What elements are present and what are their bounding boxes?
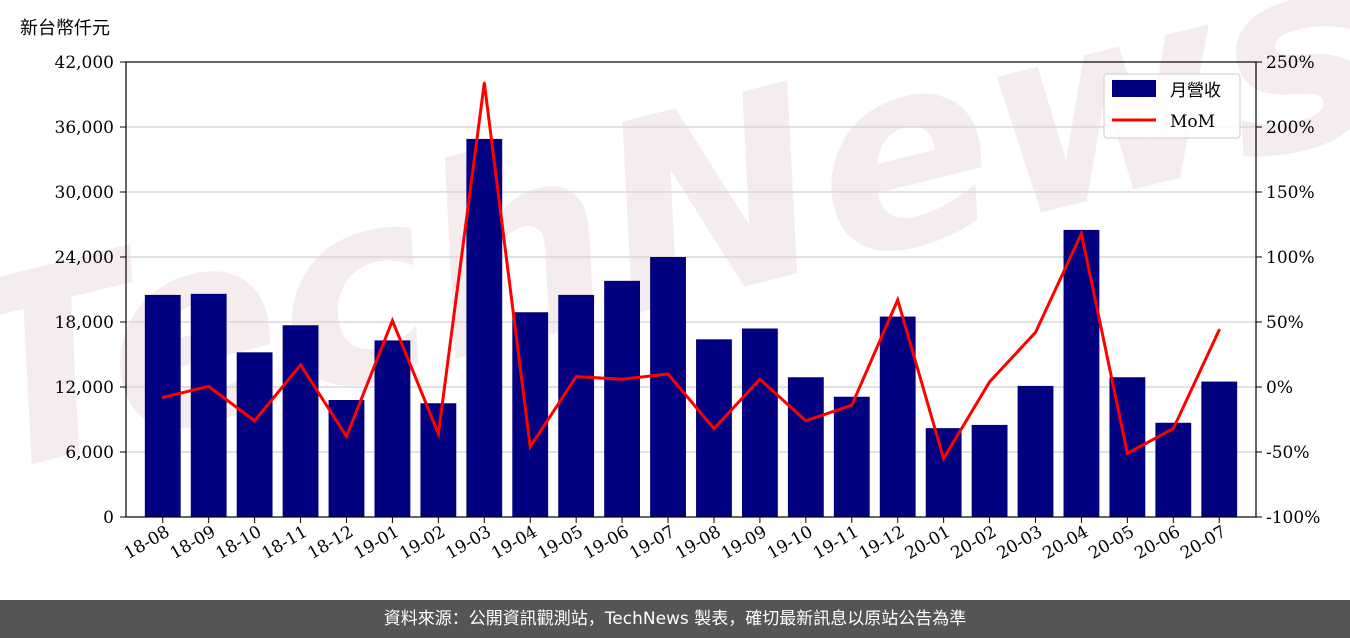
x-tick-label: 19-06 xyxy=(580,522,632,564)
x-tick-label: 20-01 xyxy=(902,522,954,564)
mom-line xyxy=(162,82,1221,463)
x-tick-label: 19-02 xyxy=(396,522,448,564)
bar-20-07 xyxy=(1201,381,1238,517)
mom-point-18-11 xyxy=(299,363,302,367)
x-tick-label: 19-10 xyxy=(764,522,816,564)
bar-18-11 xyxy=(282,325,319,517)
mom-point-20-01 xyxy=(942,457,945,460)
x-tick-label: 19-07 xyxy=(626,522,678,564)
left-tick-label: 0 xyxy=(103,508,114,528)
mom-point-19-07 xyxy=(666,372,670,376)
legend-label-revenue: 月營收 xyxy=(1170,81,1221,101)
left-tick-label: 18,000 xyxy=(55,313,114,333)
right-tick-label: -100% xyxy=(1266,508,1320,528)
mom-point-19-11 xyxy=(850,404,853,407)
mom-point-20-05 xyxy=(1126,452,1129,455)
x-tick-label: 20-07 xyxy=(1177,522,1229,564)
x-tick-label: 18-12 xyxy=(305,522,357,564)
right-tick-label: -50% xyxy=(1266,443,1310,463)
bar-20-03 xyxy=(1017,385,1054,517)
right-tick-label: 150% xyxy=(1266,183,1315,203)
mom-point-19-01 xyxy=(391,319,394,322)
legend: 月營收 MoM xyxy=(1103,73,1241,139)
left-tick-label: 36,000 xyxy=(55,118,114,138)
x-tick-label: 20-03 xyxy=(994,522,1046,564)
x-tick-label: 19-12 xyxy=(856,522,908,564)
mom-point-19-10 xyxy=(804,419,808,422)
source-footer: 資料來源：公開資訊觀測站，TechNews 製表，確切最新訊息以原站公告為準 xyxy=(0,600,1350,638)
left-axis: 0 6,000 12,000 18,000 24,000 30,000 36,000 42,0… xyxy=(55,53,126,528)
x-tick-label: 20-06 xyxy=(1131,522,1183,564)
mom-point-20-07 xyxy=(1218,328,1221,331)
mom-point-19-02 xyxy=(437,432,440,435)
line-series xyxy=(161,81,1221,463)
mom-point-20-06 xyxy=(1172,427,1175,430)
mom-point-18-09 xyxy=(207,385,210,388)
mom-point-19-12 xyxy=(896,298,899,302)
right-axis: -100% -50% 0% 50% 100% 150% 200% 250% xyxy=(1256,53,1320,528)
left-tick-label: 42,000 xyxy=(55,53,114,73)
chart: 新台幣仟元 TechNews 06,00012,00018,00024,0003… xyxy=(0,0,1350,564)
mom-point-19-04 xyxy=(529,445,532,448)
right-tick-label: 250% xyxy=(1266,53,1315,73)
x-tick-label: 20-05 xyxy=(1085,522,1137,564)
x-tick-label: 18-08 xyxy=(121,522,173,564)
mom-point-20-02 xyxy=(988,380,991,383)
bar-20-01 xyxy=(925,428,962,517)
bar-18-08 xyxy=(144,294,181,517)
left-tick-label: 24,000 xyxy=(55,248,114,268)
bar-19-06 xyxy=(604,280,641,517)
x-tick-label: 18-10 xyxy=(213,522,265,564)
x-tick-label: 18-11 xyxy=(259,522,311,564)
x-tick-label: 19-05 xyxy=(534,522,586,564)
right-tick-label: 50% xyxy=(1266,313,1304,333)
mom-point-19-05 xyxy=(574,375,578,378)
left-tick-label: 12,000 xyxy=(55,378,114,398)
mom-point-19-03 xyxy=(483,81,486,85)
bar-20-02 xyxy=(971,424,1008,517)
x-tick-label: 19-03 xyxy=(442,522,494,564)
bar-19-05 xyxy=(558,294,595,517)
x-tick-label: 20-02 xyxy=(948,522,1000,564)
mom-point-19-08 xyxy=(712,427,716,430)
left-tick-label: 6,000 xyxy=(65,443,114,463)
mom-point-19-09 xyxy=(758,378,762,381)
mom-point-20-04 xyxy=(1080,232,1083,235)
bar-19-11 xyxy=(833,396,870,517)
bar-20-04 xyxy=(1063,229,1100,517)
bar-20-06 xyxy=(1155,422,1192,517)
x-tick-label: 19-08 xyxy=(672,522,724,564)
mom-point-18-12 xyxy=(345,435,348,438)
bar-19-02 xyxy=(420,403,457,517)
mom-point-18-08 xyxy=(161,396,164,399)
x-tick-label: 19-01 xyxy=(350,522,402,564)
right-tick-label: 0% xyxy=(1266,378,1293,398)
x-tick-label: 19-04 xyxy=(488,522,540,564)
right-tick-label: 100% xyxy=(1266,248,1315,268)
left-axis-unit-label: 新台幣仟元 xyxy=(20,18,110,39)
plot-frame xyxy=(125,61,1257,518)
mom-point-19-06 xyxy=(620,378,624,381)
bar-19-10 xyxy=(787,377,824,517)
bar-19-12 xyxy=(879,316,916,517)
x-tick-label: 18-09 xyxy=(167,522,219,564)
legend-label-mom: MoM xyxy=(1170,112,1215,132)
x-tick-label: 19-09 xyxy=(718,522,770,564)
bar-18-10 xyxy=(236,352,273,517)
left-tick-label: 30,000 xyxy=(55,183,114,203)
bar-19-01 xyxy=(374,340,411,517)
legend-bar-swatch xyxy=(1112,80,1156,97)
mom-point-18-10 xyxy=(253,419,256,422)
x-tick-label: 20-04 xyxy=(1039,522,1091,564)
x-tick-label: 19-11 xyxy=(810,522,862,564)
bar-19-03 xyxy=(466,138,503,517)
x-axis: 18-0818-0918-1018-1118-1219-0119-0219-03… xyxy=(121,517,1230,564)
bar-19-09 xyxy=(741,328,778,517)
bar-18-09 xyxy=(190,293,227,517)
right-tick-label: 200% xyxy=(1266,118,1315,138)
mom-point-20-03 xyxy=(1034,331,1037,334)
